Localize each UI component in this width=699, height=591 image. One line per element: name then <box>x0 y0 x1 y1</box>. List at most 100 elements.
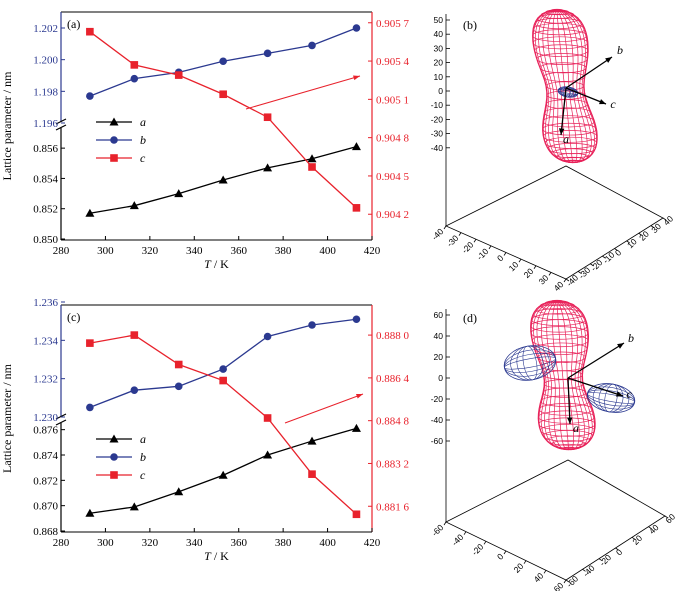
x3d-tick-mark <box>563 278 567 283</box>
crystal-axis-label-a: a <box>563 132 569 146</box>
y3d-tick-mark <box>638 232 642 236</box>
series-c-point <box>308 470 316 478</box>
x3d-tick-mark <box>523 560 527 564</box>
x3d-tick-label: 0 <box>495 253 506 264</box>
series-a-point <box>263 450 273 459</box>
series-c-point <box>219 90 227 99</box>
y3d-tick-label: -20 <box>597 552 613 568</box>
negative-lobe-mesh <box>557 87 579 97</box>
x3d-tick-mark <box>503 550 507 555</box>
z-tick-label: 10 <box>434 72 444 82</box>
crystal-axis-arrowhead-c <box>616 391 623 397</box>
y3d-tick-label: 20 <box>630 533 644 547</box>
x3d-tick-mark <box>443 521 447 526</box>
z-tick-label: 0 <box>438 86 443 96</box>
legend-marker-a <box>109 117 119 126</box>
panel-label: (d) <box>463 311 477 325</box>
panel-label: (c) <box>67 310 80 324</box>
right-axis-pointer-arrow <box>284 393 364 424</box>
negative-lobe-mesh <box>592 383 630 413</box>
left-lower-tick-label: 0.876 <box>33 425 58 437</box>
series-a-point <box>307 436 317 445</box>
y3d-tick-mark <box>590 263 594 267</box>
series-b-line <box>89 318 357 409</box>
series-b-point <box>263 49 272 58</box>
floor-plane <box>445 459 666 581</box>
x3d-tick-mark <box>463 531 467 535</box>
left-upper-tick-label: 1.234 <box>33 335 58 347</box>
right-axis-pointer-arrowhead <box>353 75 360 81</box>
crystal-axis-arrowhead-b <box>605 57 612 63</box>
y-axis-title: Lattice parameter / nm <box>0 71 14 181</box>
series-a-point <box>218 175 228 184</box>
surface-meridian-line <box>556 9 578 164</box>
y3d-tick-mark <box>626 240 630 244</box>
x3d-tick-mark <box>503 252 507 256</box>
panel-c-lattice-chart: 280 300 320 340 360 380 400 420 1.230 1.232 1.234 1… <box>0 297 410 563</box>
series-c-point <box>174 71 183 79</box>
x3d-tick-mark <box>543 570 547 574</box>
x-tick-label: 340 <box>186 245 203 257</box>
series-a-point <box>129 502 139 511</box>
series-c-point <box>219 376 227 385</box>
right-tick-label: 0.905 4 <box>376 56 410 68</box>
crystal-axis-label-b: b <box>617 43 623 57</box>
y3d-tick-label: 40 <box>647 522 661 536</box>
right-axis-pointer-arrow <box>245 75 361 110</box>
negative-lobe-mesh <box>586 386 636 410</box>
left-upper-tick-label: 1.232 <box>33 374 58 386</box>
left-lower-tick-label: 0.874 <box>33 450 58 462</box>
z-tick-label: 50 <box>434 15 444 25</box>
z-tick-label: -30 <box>431 129 444 139</box>
series-c-point <box>130 331 139 339</box>
crystal-axis-label-a: a <box>573 421 579 435</box>
x-axis-title-symbol: T <box>204 549 212 563</box>
panel-label: (b) <box>463 18 477 32</box>
series-b-point <box>219 365 227 373</box>
x-axis-title: T / K <box>204 549 229 563</box>
x3d-tick-label: 10 <box>507 259 521 273</box>
surface-meridian-line <box>533 300 570 450</box>
surface-meridian-line <box>556 9 588 163</box>
x3d-tick-label: 30 <box>537 273 551 287</box>
negative-lobe-mesh <box>510 345 550 381</box>
x3d-tick-label: 20 <box>522 266 536 280</box>
y3d-tick-label: 40 <box>661 213 675 227</box>
axis-break-mark <box>55 118 67 125</box>
z-tick-label: -40 <box>431 143 444 153</box>
z-tick-label: -40 <box>431 415 444 425</box>
legend-label-a: a <box>140 432 146 446</box>
x3d-tick-label: 20 <box>512 561 526 575</box>
x3d-tick-mark <box>483 541 487 545</box>
surface-meridian-line <box>552 300 570 451</box>
series-a-point <box>174 487 184 496</box>
y3d-tick-label: 10 <box>625 236 639 250</box>
series-b-point <box>352 24 361 32</box>
surface-meridian-line <box>556 300 590 450</box>
legend-marker-b <box>110 453 118 461</box>
series-b-point <box>174 382 183 391</box>
crystal-axis-arrowhead-b <box>617 343 624 349</box>
legend-label-b: b <box>140 450 146 464</box>
right-tick-label: 0.888 0 <box>376 330 410 342</box>
panel-a-lattice-chart: 280 300 320 340 360 380 400 420 1.196 1.198 1.200 1… <box>0 11 410 271</box>
series-b-point <box>263 332 272 341</box>
surface-outline <box>556 9 598 163</box>
series-c-point <box>174 360 183 369</box>
surface-meridian-line <box>556 9 592 163</box>
legend-label-b: b <box>140 133 146 147</box>
x3d-tick-mark <box>443 225 447 230</box>
surface-meridian-line <box>556 300 585 450</box>
right-tick-label: 0.904 5 <box>376 171 410 183</box>
z-tick-label: -60 <box>431 436 444 446</box>
y3d-tick-mark <box>614 248 618 251</box>
y3d-tick-label: -40 <box>581 563 597 579</box>
series-a-point <box>85 208 95 217</box>
z-tick-label: 20 <box>434 352 444 362</box>
left-lower-tick-label: 0.856 <box>33 143 58 155</box>
x-axis-title-symbol: T <box>204 257 212 271</box>
surface-meridian-line <box>541 300 570 450</box>
y3d-tick-mark <box>631 537 636 540</box>
